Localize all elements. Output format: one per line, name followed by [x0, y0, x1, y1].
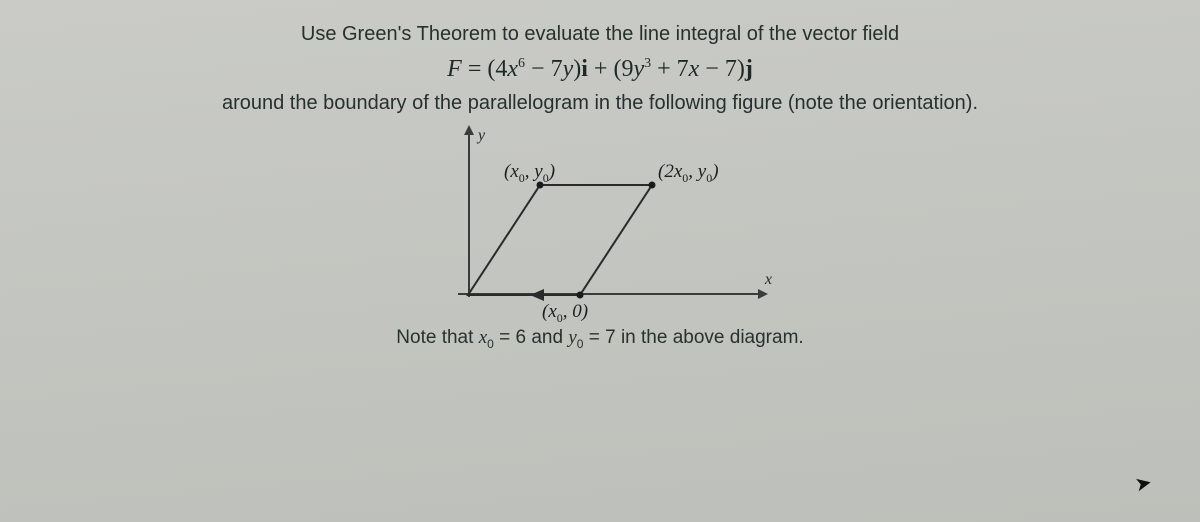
note-values: Note that x0 = 6 and y0 = 7 in the above… [0, 327, 1200, 351]
parallelogram-svg [420, 125, 780, 325]
parallelogram-figure: y x (x0, y0) (2x0, y0) (x0, 0) [420, 125, 780, 325]
prompt-intro: Use Green's Theorem to evaluate the line… [0, 18, 1200, 50]
vector-field-equation: F = (4x6 − 7y)i + (9y3 + 7x − 7)j [0, 56, 1200, 83]
eq-lhs: F [447, 56, 462, 82]
vertex-label-top-right: (2x0, y0) [658, 161, 719, 186]
vertex-label-bottom-right: (x0, 0) [542, 301, 588, 326]
orientation-arrow [530, 289, 544, 301]
vertex-dot-top-right [649, 182, 656, 189]
vertex-dot-bottom-right [577, 292, 584, 299]
prompt-around: around the boundary of the parallelogram… [0, 87, 1200, 119]
vertex-label-top-left: (x0, y0) [504, 161, 555, 186]
parallelogram-path [468, 185, 652, 295]
